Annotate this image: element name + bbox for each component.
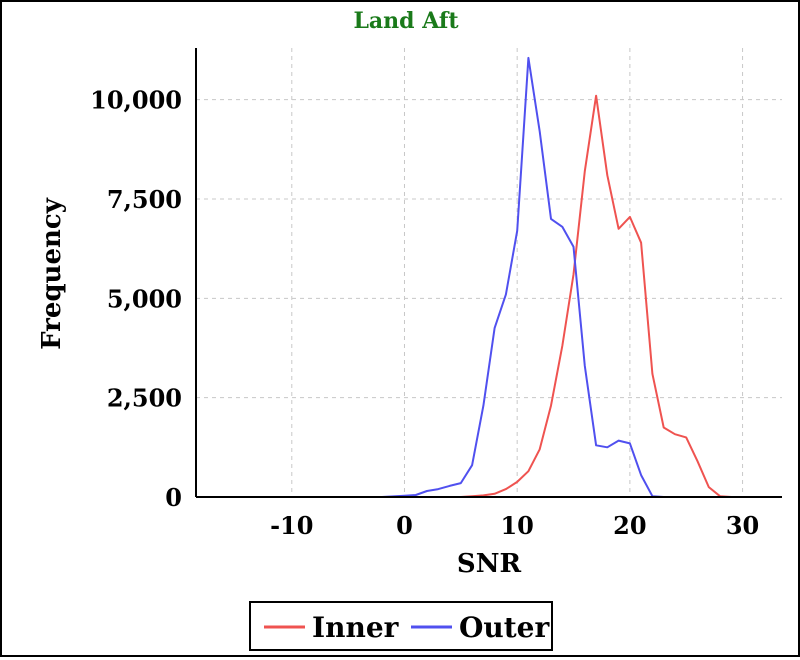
- series-line-outer: [212, 56, 777, 498]
- legend-label-inner: Inner: [312, 611, 400, 644]
- grid: [196, 48, 782, 498]
- x-tick-label: 0: [396, 511, 413, 540]
- y-tick-label: 0: [165, 483, 182, 512]
- x-axis-label: SNR: [457, 549, 522, 579]
- legend: Inner Outer: [249, 601, 553, 651]
- y-tick-label: 2,500: [107, 384, 182, 413]
- x-tick-label: -10: [270, 511, 313, 540]
- legend-label-outer: Outer: [459, 611, 550, 644]
- chart-title: Land Aft: [353, 8, 459, 34]
- axes: [195, 48, 782, 498]
- series-line-inner: [212, 94, 777, 498]
- y-tick-label: 5,000: [107, 284, 182, 313]
- y-axis-label: Frequency: [37, 197, 67, 350]
- tick-labels: -10 0 10 20 30 0 2,500 5,000 7,500 10,000: [90, 86, 759, 540]
- x-tick-label: 30: [726, 511, 759, 540]
- x-tick-label: 10: [500, 511, 533, 540]
- series-layer: [212, 56, 777, 498]
- y-tick-label: 10,000: [90, 86, 182, 115]
- x-tick-label: 20: [613, 511, 646, 540]
- y-tick-label: 7,500: [107, 185, 182, 214]
